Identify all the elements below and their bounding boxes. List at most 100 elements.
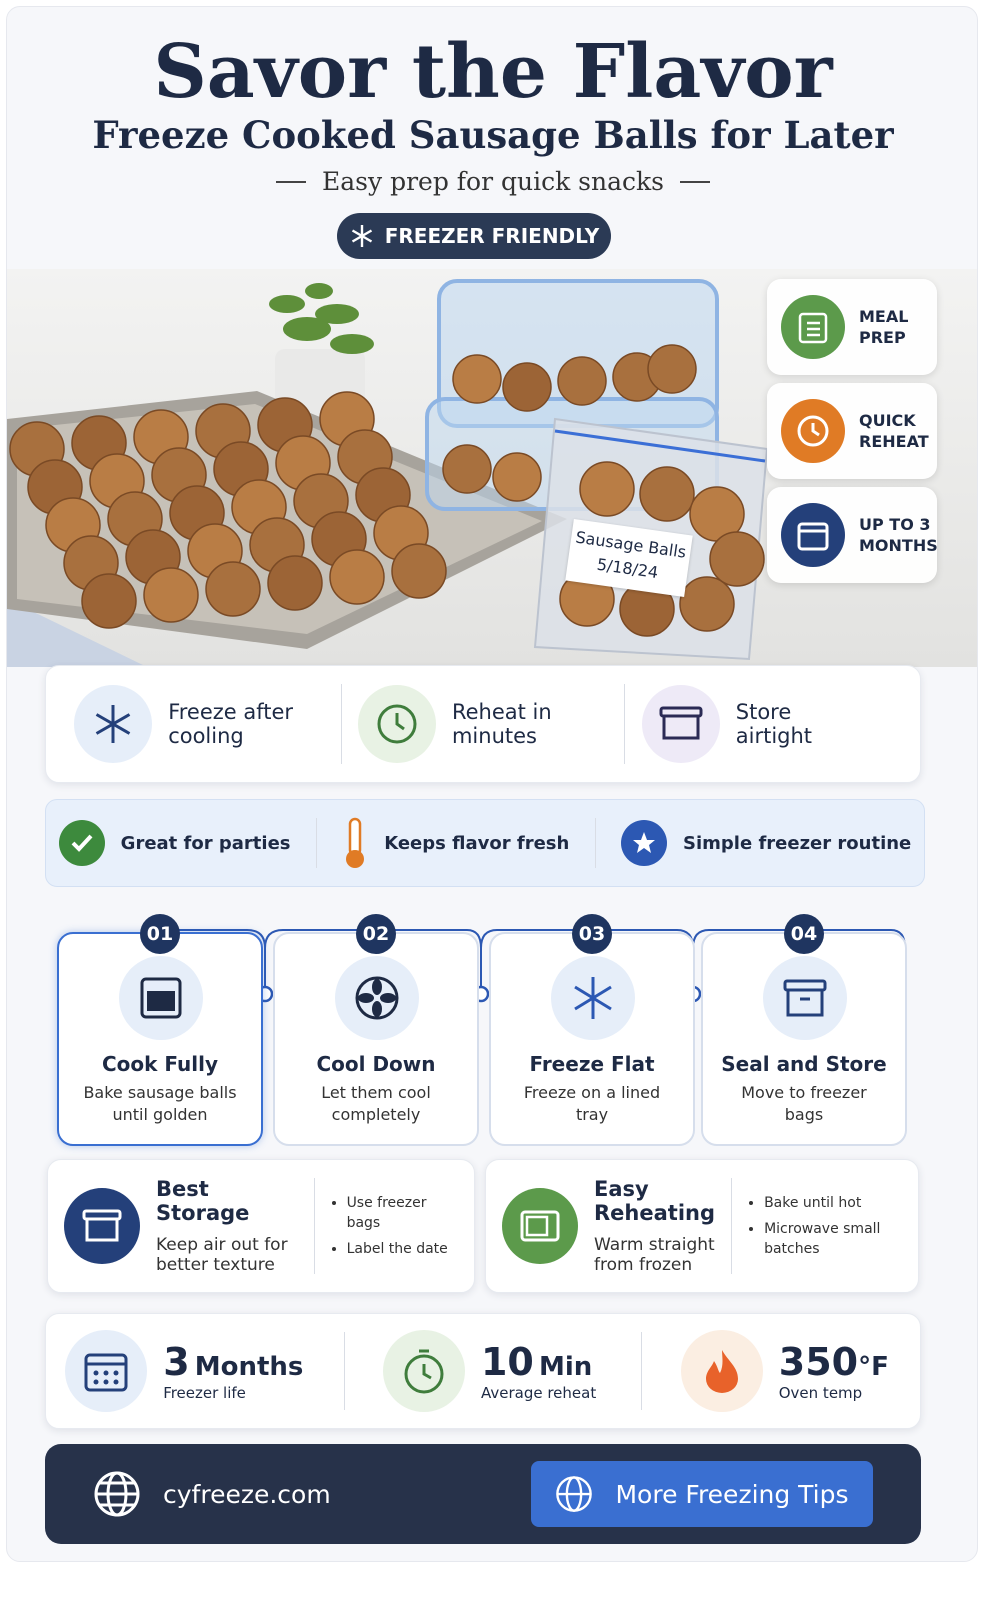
sausage-ball [143,567,199,623]
step-card: 03 Freeze Flat Freeze on a lined tray [489,914,695,1146]
divider [594,818,596,868]
tip-title: Best Storage [156,1177,250,1225]
feature-text: Reheat in minutes [451,700,552,748]
feature-icon [641,685,720,763]
stat-text: 350°F Oven temp [779,1340,889,1402]
check-icon [58,820,105,866]
stat: 10 Min Average reheat [382,1330,603,1412]
icon [798,312,828,344]
site-url: cyfreeze.com [163,1479,331,1509]
side-badge: UP TO 3 MONTHS [767,487,938,583]
highlight-text: Keeps flavor fresh [384,832,570,854]
divider [624,684,626,764]
sausage-ball [639,466,695,522]
icon [797,415,829,447]
tip-card: Best Storage Keep air out for better text… [47,1159,475,1293]
step-number: 03 [572,914,612,954]
snowflake-icon [351,225,372,247]
thermometer-icon [346,817,365,868]
divider [315,818,317,868]
icon [705,1350,738,1393]
feature: Reheat in minutes [357,685,608,763]
stat-text: 10 Min Average reheat [481,1340,596,1402]
features-card: Freeze after cooling Reheat in minutes S… [45,665,921,783]
icon [82,1209,122,1242]
plant [269,283,374,354]
side-badge: MEAL PREP [767,279,937,375]
icon [84,1353,128,1392]
icon [377,704,417,744]
container-balls [442,344,697,502]
tip-title: Easy Reheating [594,1177,715,1225]
tip-desc: Warm straight from frozen [594,1235,715,1275]
balls [9,391,447,629]
icon [355,976,399,1020]
highlight: Keeps flavor fresh [342,816,569,870]
tip-bullet: Microwave small batches [764,1219,902,1259]
sausage-ball [329,549,385,605]
step-icon [763,956,847,1040]
sausage-ball [492,452,542,502]
step-icon [335,956,419,1040]
button-text: More Freezing Tips [615,1479,849,1509]
sheet: Savor the Flavor Freeze Cooked Sausage B… [6,6,978,1562]
calendar-icon [781,503,845,567]
step-icon [551,956,635,1040]
sausage-ball [81,573,137,629]
stat: 350°F Oven temp [680,1330,901,1412]
tip-body: Easy Reheating Warm straight from frozen [594,1177,715,1275]
stat-icon [382,1330,465,1412]
more-tips-button[interactable]: More Freezing Tips [531,1461,873,1527]
tagline: Easy prep for quick snacks [322,167,664,196]
highlight-text: Great for parties [120,832,291,854]
clock-icon [781,399,845,463]
icon [574,977,612,1019]
divider [641,1332,643,1410]
tip-icon [502,1188,578,1264]
highlight-text: Simple freezer routine [683,832,912,854]
stat-icon [65,1330,148,1412]
tip-icon [64,1188,140,1264]
step-desc: Freeze on a lined tray [523,1083,661,1124]
stat-text: 3 Months Freezer life [163,1340,303,1402]
stat-number: 10 [480,1340,534,1384]
rule [679,180,710,183]
icon [797,522,829,551]
tip-desc: Keep air out for better texture [156,1235,288,1275]
feature: Store airtight [641,685,892,763]
badge-text: FREEZER FRIENDLY [384,224,600,248]
bag-balls [559,461,765,637]
step-icon [119,956,203,1040]
highlight: Great for parties [58,820,291,866]
sausage-ball [442,444,492,494]
feature-icon [74,685,153,763]
icon [71,834,93,852]
site: cyfreeze.com [93,1470,331,1518]
tip-body: Best Storage Keep air out for better text… [156,1177,298,1275]
clipboard-icon [781,295,845,359]
stat-unit: Min [538,1352,593,1382]
step-card: 02 Cool Down Let them cool completely [273,914,479,1146]
tip-list: Bake until hot Microwave small batches [748,1187,902,1265]
stat-label: Average reheat [480,1384,597,1402]
stat-unit: Months [194,1352,304,1382]
stat-label: Freezer life [163,1384,246,1402]
feature-text: Store airtight [735,700,813,748]
sausage-ball [391,543,447,599]
icon [95,705,131,743]
sausage-ball [579,461,635,517]
highlights-bar: Great for parties Keeps flavor fresh Sim… [45,799,925,887]
globe-icon [556,1476,593,1512]
sausage-ball [452,354,502,404]
side-badge-text: QUICK REHEAT [859,411,929,451]
star-icon [621,820,668,866]
step-title: Freeze Flat [529,1052,655,1076]
divider [343,1332,345,1410]
icon [520,1210,560,1242]
stat: 3 Months Freezer life [65,1330,305,1412]
step-title: Cool Down [316,1052,436,1076]
side-badge-text: MEAL PREP [859,307,909,347]
step-desc: Bake sausage balls until golden [83,1083,237,1124]
side-badge-text: UP TO 3 MONTHS [859,515,938,555]
